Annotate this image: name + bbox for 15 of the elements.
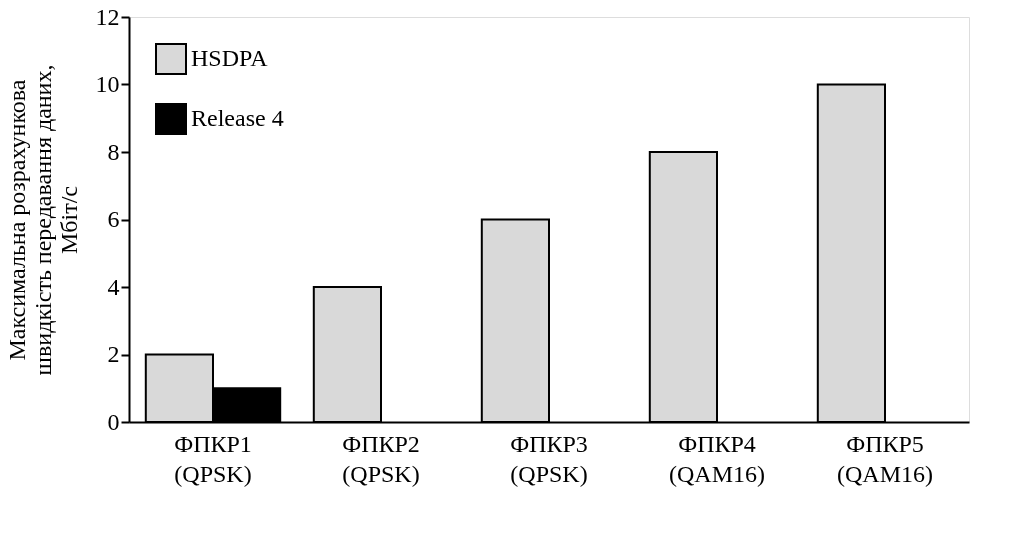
x-tick-label: ФПКР3 (QPSK) xyxy=(510,430,588,487)
y-tick-label: 2 xyxy=(107,341,120,367)
x-tick-label: ФПКР4 (QAM16) xyxy=(669,430,765,487)
y-axis-title: Максимальна розрахункова швидкість передавання даних, Мбіт/с xyxy=(3,64,82,376)
legend-label: HSDPA xyxy=(191,45,269,71)
y-tick-label: 4 xyxy=(107,273,120,300)
legend-label: Release 4 xyxy=(191,105,284,131)
y-tick-label: 12 xyxy=(95,3,120,30)
y-tick-label: 8 xyxy=(107,138,120,165)
x-tick-label: ФПКР5 (QAM16) xyxy=(837,430,933,487)
y-tick-label: 6 xyxy=(107,206,120,232)
x-tick-label: ФПКР1 (QPSK) xyxy=(174,430,252,487)
y-tick-label: 0 xyxy=(107,408,120,435)
y-tick-label: 10 xyxy=(95,71,120,97)
x-tick-label: ФПКР2 (QPSK) xyxy=(342,430,420,487)
